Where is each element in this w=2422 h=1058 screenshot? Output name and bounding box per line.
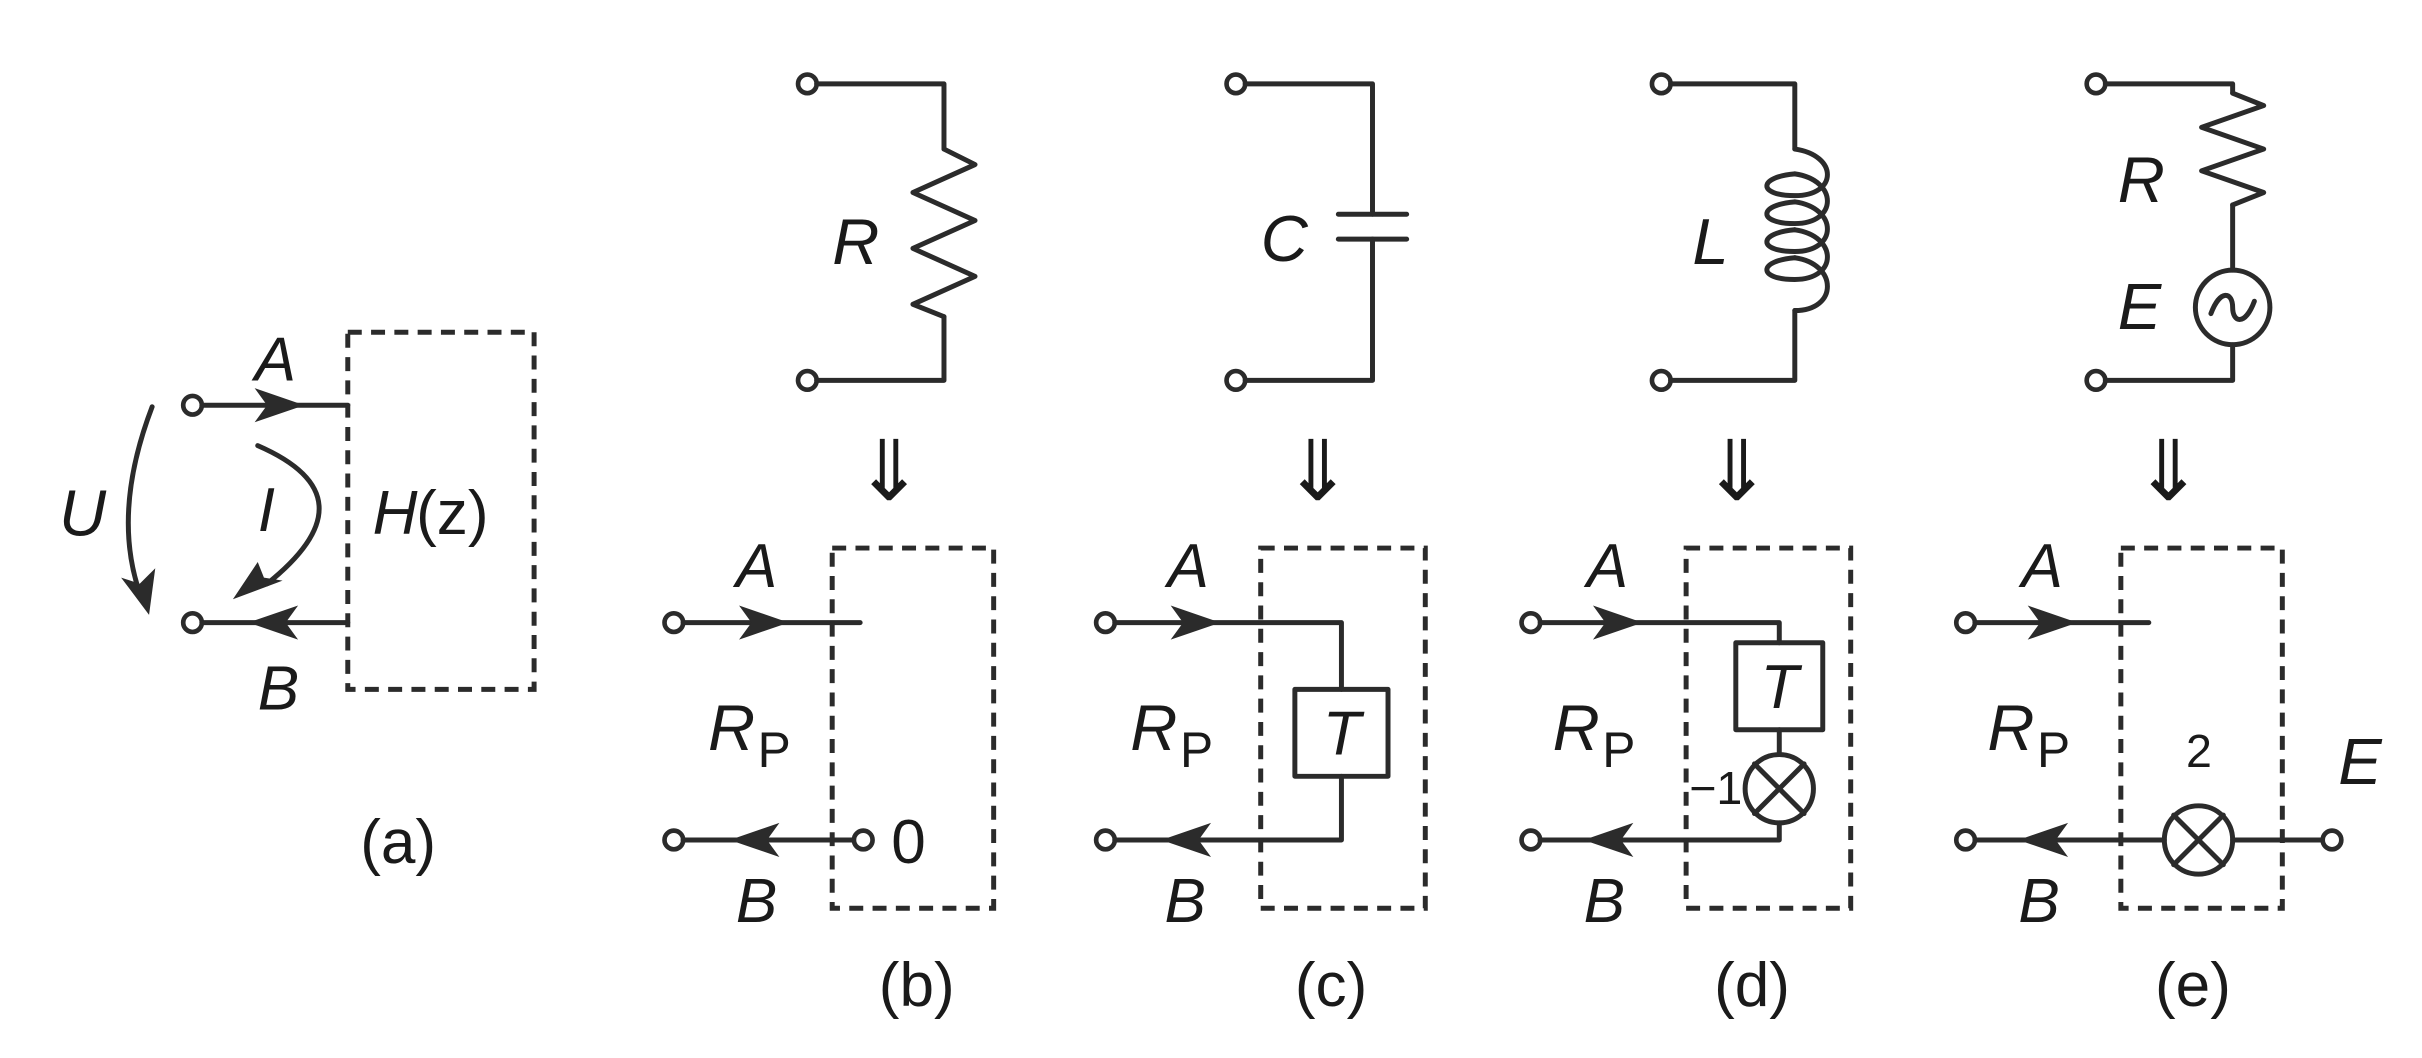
terminal-top xyxy=(795,72,819,96)
delay-block xyxy=(1292,686,1391,779)
voltage-source-icon xyxy=(2192,267,2273,348)
port-resistance-subscript: P xyxy=(758,722,791,778)
h-block-box xyxy=(345,329,537,692)
conversion-arrow-icon: ⇓ xyxy=(1282,424,1352,518)
source-label: E xyxy=(2118,270,2163,343)
panel-e: R E ⇓ 2 E A B R P (e) xyxy=(1953,72,2383,1020)
block-h-label: H xyxy=(373,479,418,548)
conversion-arrow-icon: ⇓ xyxy=(1702,424,1772,518)
node-a-label: A xyxy=(2017,532,2062,601)
current-arrowhead-icon xyxy=(232,562,283,600)
caption-b: (b) xyxy=(879,951,955,1020)
capacitor-label: C xyxy=(1261,202,1309,275)
conversion-arrow-icon: ⇓ xyxy=(854,424,924,518)
node-a-label: A xyxy=(1164,532,1209,601)
node-b-label: B xyxy=(736,867,777,936)
node-b-label: B xyxy=(1164,867,1205,936)
node-a-label: A xyxy=(251,325,296,394)
zero-label: 0 xyxy=(891,808,926,877)
current-arrow xyxy=(255,443,322,587)
delay-label: T xyxy=(1761,653,1803,722)
voltage-arrow xyxy=(125,404,155,596)
caption-a: (a) xyxy=(360,808,436,877)
resistor-label: R xyxy=(2118,143,2165,216)
port-resistance-label: R xyxy=(1130,691,1177,764)
caption-d: (d) xyxy=(1714,951,1790,1020)
port-resistance-label: R xyxy=(1987,691,2034,764)
terminal-b xyxy=(180,610,205,635)
terminal-a xyxy=(180,393,205,417)
gain-label: 2 xyxy=(2186,725,2212,777)
node-a-label: A xyxy=(1583,532,1628,601)
node-b-label: B xyxy=(258,655,299,724)
zero-terminal xyxy=(851,828,875,852)
port-resistance-subscript: P xyxy=(1180,722,1213,778)
node-b-label: B xyxy=(2018,867,2059,936)
inductor-coil xyxy=(1764,146,1830,314)
multiplier-icon xyxy=(2161,803,2236,877)
incident-wave-arrow-icon xyxy=(254,388,305,423)
reflected-wave-arrow-icon xyxy=(248,605,299,640)
port-resistance-subscript: P xyxy=(2037,722,2070,778)
resistor-symbol xyxy=(2199,90,2267,208)
delay-label: T xyxy=(1323,700,1365,769)
delay-block xyxy=(1733,640,1826,733)
block-z-label: (z) xyxy=(416,479,488,548)
voltage-arrowhead-icon xyxy=(121,568,156,615)
gain-label: −1 xyxy=(1689,762,1742,814)
multiplier-icon xyxy=(1742,752,1816,826)
node-a-label: A xyxy=(732,532,777,601)
port-resistance-label: R xyxy=(708,691,755,764)
current-label: I xyxy=(258,476,275,545)
resistor-label: R xyxy=(832,205,879,278)
panel-b: R ⇓ 0 A B R P (b) xyxy=(662,72,997,1020)
caption-e: (e) xyxy=(2155,951,2231,1020)
terminal-bottom xyxy=(795,368,819,393)
port-resistance-label: R xyxy=(1553,691,1600,764)
inductor-label: L xyxy=(1692,205,1728,278)
voltage-label: U xyxy=(59,477,107,550)
caption-c: (c) xyxy=(1295,951,1367,1020)
resistor-symbol xyxy=(910,146,978,320)
conversion-arrow-icon: ⇓ xyxy=(2133,424,2203,518)
panel-c: C ⇓ T A B R P (c) xyxy=(1093,72,1428,1020)
source-output-label: E xyxy=(2338,725,2383,798)
port-resistance-subscript: P xyxy=(1602,722,1635,778)
panel-a: A B U I H (z) (a) xyxy=(59,325,537,877)
panel-d: L ⇓ T −1 A B R P (d) xyxy=(1519,72,1854,1020)
source-terminal xyxy=(2320,828,2344,852)
node-b-label: B xyxy=(1584,867,1625,936)
